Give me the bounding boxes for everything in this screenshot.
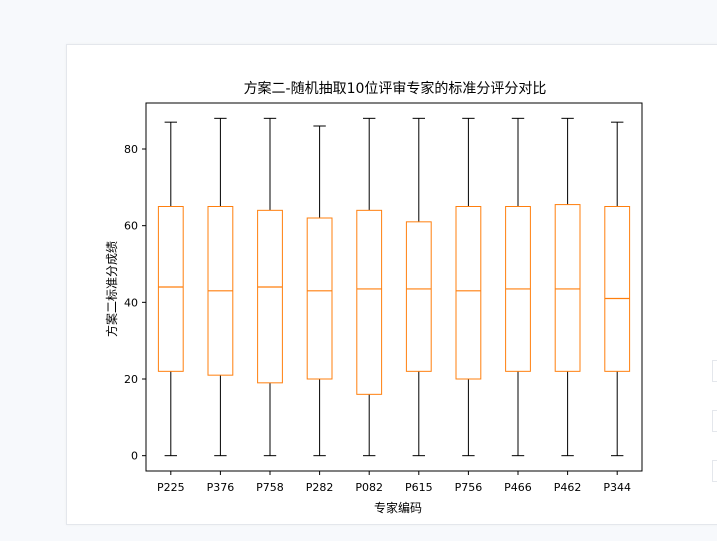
x-tick-label: P344 — [603, 481, 631, 494]
iqr-box — [157, 206, 184, 372]
y-tick-label: 40 — [124, 296, 138, 309]
box-P376 — [207, 117, 234, 457]
x-tick-label: P758 — [256, 481, 284, 494]
x-tick-label: P462 — [554, 481, 582, 494]
box-P615 — [405, 117, 432, 457]
box-P466 — [505, 117, 531, 457]
iqr-box — [257, 209, 283, 384]
box-P225 — [157, 121, 184, 457]
side-tab — [712, 410, 717, 432]
iqr-box — [604, 206, 631, 372]
y-tick-label: 20 — [124, 373, 138, 386]
iqr-box — [554, 204, 581, 372]
x-axis: P225 P376 P758 P282 P082 P615 P756 P466 P462 P344 — [157, 471, 631, 494]
iqr-box — [405, 221, 432, 372]
iqr-box — [306, 217, 333, 380]
x-tick-label: P082 — [355, 481, 383, 494]
side-tab — [712, 360, 717, 382]
iqr-box — [356, 209, 383, 395]
x-axis-label: 专家编码 — [374, 500, 422, 515]
box-P282 — [306, 125, 333, 457]
box-P758 — [257, 117, 283, 457]
y-axis: 0 20 40 60 80 — [124, 143, 146, 463]
chart-title: 方案二-随机抽取10位评审专家的标准分评分对比 — [244, 80, 547, 97]
x-tick-label: P756 — [455, 481, 483, 494]
x-tick-label: P615 — [405, 481, 433, 494]
box-P756 — [455, 117, 482, 457]
x-tick-label: P225 — [157, 481, 185, 494]
y-tick-label: 60 — [124, 220, 138, 233]
y-tick-label: 0 — [131, 450, 138, 463]
x-tick-label: P466 — [504, 481, 532, 494]
x-tick-label: P376 — [207, 481, 235, 494]
iqr-box — [455, 206, 482, 380]
plot-area-frame — [145, 102, 643, 472]
box-P344 — [604, 121, 631, 457]
box-P082 — [356, 117, 383, 457]
side-tab — [712, 460, 717, 482]
box-P462 — [554, 117, 581, 457]
y-axis-label: 方案二标准分成绩 — [104, 241, 119, 337]
x-tick-label: P282 — [306, 481, 334, 494]
y-tick-label: 80 — [124, 143, 138, 156]
boxes-layer — [157, 117, 631, 457]
